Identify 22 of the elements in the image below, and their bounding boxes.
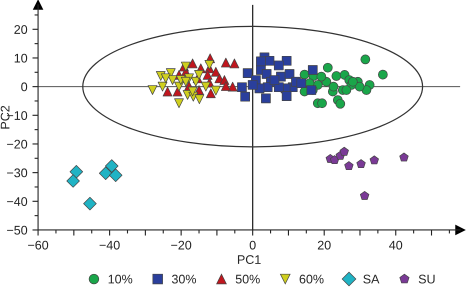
x-tick-label: −60 bbox=[28, 240, 48, 250]
legend-label: 10% bbox=[108, 274, 132, 284]
y-tick-label: −20 bbox=[7, 140, 28, 149]
x-tick-label: −40 bbox=[100, 240, 120, 250]
x-tick-label: −20 bbox=[171, 240, 192, 250]
legend-label: SU bbox=[418, 274, 435, 284]
x-tick-label: 20 bbox=[318, 240, 331, 250]
legend-label: 30% bbox=[172, 274, 196, 284]
legend-label: 50% bbox=[236, 274, 260, 284]
x-tick-label: 0 bbox=[250, 240, 256, 250]
y-tick-label: −40 bbox=[7, 197, 28, 206]
y-axis-title: PC2 bbox=[0, 106, 10, 129]
x-tick-label: 40 bbox=[389, 240, 402, 250]
legend-label: SA bbox=[363, 274, 380, 284]
y-tick-label: −30 bbox=[7, 168, 28, 178]
y-tick-label: 10 bbox=[14, 54, 28, 63]
x-axis-title: PC1 bbox=[238, 255, 261, 264]
y-tick-label: −50 bbox=[7, 226, 28, 235]
legend-label: 60% bbox=[300, 274, 324, 284]
y-tick-label: 0 bbox=[21, 82, 28, 92]
y-tick-label: −10 bbox=[7, 111, 28, 120]
y-tick-label: 20 bbox=[14, 25, 28, 34]
